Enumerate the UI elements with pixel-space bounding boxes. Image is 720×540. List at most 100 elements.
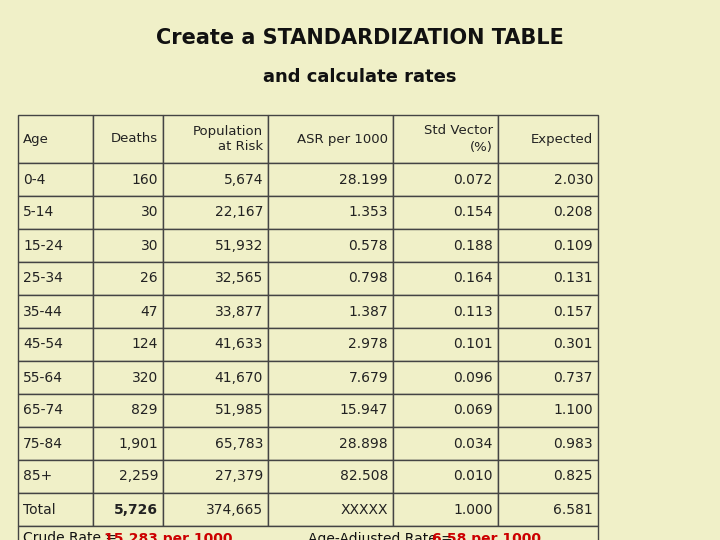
Bar (93, 262, 163, 295)
Bar (163, 394, 268, 427)
Bar (498, 229, 598, 262)
Text: Age-Adjusted Rate =: Age-Adjusted Rate = (308, 531, 457, 540)
Text: 33,877: 33,877 (215, 305, 263, 319)
Text: 35-44: 35-44 (23, 305, 63, 319)
Bar (93, 460, 163, 493)
Text: 32,565: 32,565 (215, 272, 263, 286)
Bar (93, 493, 163, 526)
Bar (268, 394, 393, 427)
Text: 0.072: 0.072 (454, 172, 493, 186)
Text: 160: 160 (132, 172, 158, 186)
Text: 0.101: 0.101 (454, 338, 493, 352)
Text: 15.283 per 1000: 15.283 per 1000 (104, 531, 232, 540)
Bar (498, 427, 598, 460)
Bar (163, 163, 268, 196)
Text: 6.58 per 1000: 6.58 per 1000 (432, 531, 541, 540)
Bar (498, 361, 598, 394)
Bar (163, 196, 268, 229)
Bar (18, 361, 93, 394)
Bar (498, 115, 598, 163)
Text: 26: 26 (140, 272, 158, 286)
Text: XXXXX: XXXXX (341, 503, 388, 516)
Bar (163, 427, 268, 460)
Text: 65-74: 65-74 (23, 403, 63, 417)
Bar (393, 328, 498, 361)
Text: 320: 320 (132, 370, 158, 384)
Bar (498, 196, 598, 229)
Text: 0.096: 0.096 (454, 370, 493, 384)
Bar (393, 394, 498, 427)
Bar (393, 115, 498, 163)
Bar (393, 229, 498, 262)
Bar (18, 460, 93, 493)
Bar (93, 427, 163, 460)
Text: 55-64: 55-64 (23, 370, 63, 384)
Text: Total: Total (23, 503, 55, 516)
Bar (163, 115, 268, 163)
Bar (393, 427, 498, 460)
Bar (268, 115, 393, 163)
Bar (268, 229, 393, 262)
Text: 27,379: 27,379 (215, 469, 263, 483)
Text: 0.131: 0.131 (554, 272, 593, 286)
Bar (498, 262, 598, 295)
Text: 65,783: 65,783 (215, 436, 263, 450)
Text: 0.157: 0.157 (554, 305, 593, 319)
Text: 0.069: 0.069 (454, 403, 493, 417)
Text: 51,985: 51,985 (215, 403, 263, 417)
Text: 374,665: 374,665 (206, 503, 263, 516)
Text: 25-34: 25-34 (23, 272, 63, 286)
Text: ASR per 1000: ASR per 1000 (297, 132, 388, 145)
Text: 5,726: 5,726 (114, 503, 158, 516)
Text: at Risk: at Risk (218, 140, 263, 153)
Text: 0.109: 0.109 (554, 239, 593, 253)
Text: 1.000: 1.000 (454, 503, 493, 516)
Bar (163, 295, 268, 328)
Text: 0.798: 0.798 (348, 272, 388, 286)
Text: 6.581: 6.581 (553, 503, 593, 516)
Text: 0.301: 0.301 (554, 338, 593, 352)
Bar (268, 196, 393, 229)
Text: 45-54: 45-54 (23, 338, 63, 352)
Text: 1.353: 1.353 (348, 206, 388, 219)
Bar (268, 262, 393, 295)
Bar (498, 394, 598, 427)
Bar (93, 361, 163, 394)
Bar (93, 394, 163, 427)
Bar (268, 163, 393, 196)
Bar (268, 295, 393, 328)
Text: 0.164: 0.164 (454, 272, 493, 286)
Text: 15.947: 15.947 (340, 403, 388, 417)
Text: 51,932: 51,932 (215, 239, 263, 253)
Bar (93, 163, 163, 196)
Bar (268, 427, 393, 460)
Bar (393, 262, 498, 295)
Text: 124: 124 (132, 338, 158, 352)
Text: 0.154: 0.154 (454, 206, 493, 219)
Bar (163, 328, 268, 361)
Bar (498, 328, 598, 361)
Text: 75-84: 75-84 (23, 436, 63, 450)
Text: 1.100: 1.100 (554, 403, 593, 417)
Bar (18, 427, 93, 460)
Text: 0.208: 0.208 (554, 206, 593, 219)
Bar (163, 229, 268, 262)
Bar (93, 295, 163, 328)
Bar (393, 460, 498, 493)
Bar (18, 394, 93, 427)
Bar (268, 460, 393, 493)
Bar (163, 493, 268, 526)
Text: Expected: Expected (531, 132, 593, 145)
Bar (163, 460, 268, 493)
Text: 0.578: 0.578 (348, 239, 388, 253)
Bar (268, 328, 393, 361)
Text: 5-14: 5-14 (23, 206, 54, 219)
Bar (268, 493, 393, 526)
Bar (393, 493, 498, 526)
Text: Population: Population (193, 125, 263, 138)
Bar (268, 361, 393, 394)
Text: 0.825: 0.825 (554, 469, 593, 483)
Bar (163, 361, 268, 394)
Text: 41,633: 41,633 (215, 338, 263, 352)
Bar (93, 115, 163, 163)
